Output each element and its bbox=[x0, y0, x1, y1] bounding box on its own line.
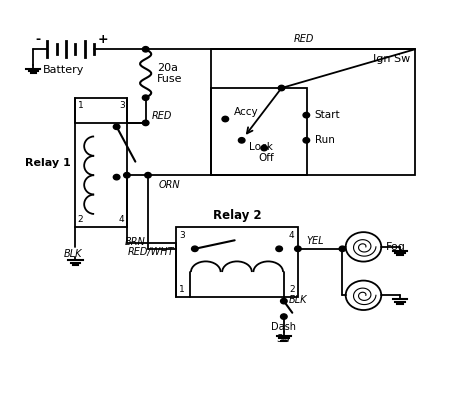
Text: 4: 4 bbox=[289, 231, 295, 240]
Text: YEL: YEL bbox=[306, 236, 324, 246]
Text: +: + bbox=[97, 33, 108, 46]
Text: Run: Run bbox=[315, 135, 335, 145]
Text: 1: 1 bbox=[179, 285, 185, 294]
Text: Off: Off bbox=[259, 153, 274, 163]
Text: Ign Sw: Ign Sw bbox=[373, 54, 410, 64]
Circle shape bbox=[142, 46, 149, 52]
Text: Battery: Battery bbox=[43, 65, 84, 75]
Circle shape bbox=[278, 85, 285, 91]
Text: BLK: BLK bbox=[64, 249, 82, 259]
Text: 20a
Fuse: 20a Fuse bbox=[157, 63, 183, 84]
Text: 3: 3 bbox=[119, 101, 125, 110]
Text: Fog: Fog bbox=[386, 242, 406, 252]
Text: Accy: Accy bbox=[234, 107, 258, 117]
Text: BLK: BLK bbox=[289, 295, 307, 305]
Circle shape bbox=[303, 112, 310, 118]
Text: 3: 3 bbox=[179, 231, 185, 240]
Circle shape bbox=[124, 173, 130, 178]
Text: RED: RED bbox=[293, 34, 314, 44]
Circle shape bbox=[276, 246, 283, 252]
Text: Relay 2: Relay 2 bbox=[213, 209, 261, 222]
Circle shape bbox=[113, 124, 120, 129]
Text: -: - bbox=[36, 33, 40, 46]
Circle shape bbox=[145, 173, 151, 178]
Circle shape bbox=[222, 116, 228, 122]
Circle shape bbox=[142, 120, 149, 126]
Bar bbox=[176, 228, 298, 297]
Circle shape bbox=[261, 145, 267, 151]
Circle shape bbox=[281, 314, 287, 320]
Bar bbox=[211, 49, 415, 175]
Circle shape bbox=[142, 95, 149, 101]
Text: 1: 1 bbox=[78, 101, 83, 110]
Circle shape bbox=[281, 298, 287, 304]
Circle shape bbox=[339, 246, 346, 252]
Text: ORN: ORN bbox=[158, 180, 180, 190]
Text: RED/WHT: RED/WHT bbox=[128, 247, 175, 257]
Circle shape bbox=[295, 246, 301, 252]
Circle shape bbox=[191, 246, 198, 252]
Text: Lock: Lock bbox=[249, 142, 273, 152]
Text: RED: RED bbox=[151, 111, 172, 121]
Bar bbox=[75, 98, 127, 228]
Bar bbox=[211, 88, 307, 175]
Text: Dash
Sw: Dash Sw bbox=[271, 322, 296, 344]
Circle shape bbox=[303, 138, 310, 143]
Circle shape bbox=[238, 138, 245, 143]
Text: Start: Start bbox=[315, 110, 340, 120]
Circle shape bbox=[113, 174, 120, 180]
Text: BRN: BRN bbox=[125, 237, 146, 247]
Text: 2: 2 bbox=[78, 215, 83, 224]
Text: Relay 1: Relay 1 bbox=[25, 158, 71, 167]
Text: 4: 4 bbox=[119, 215, 125, 224]
Text: 2: 2 bbox=[289, 285, 295, 294]
